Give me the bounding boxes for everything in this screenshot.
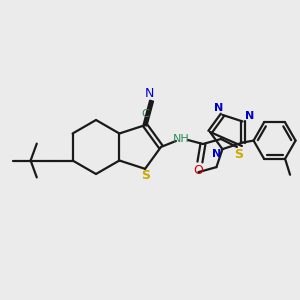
- Text: O: O: [193, 164, 203, 176]
- Text: NH: NH: [172, 134, 189, 144]
- Text: S: S: [234, 148, 243, 161]
- Text: N: N: [214, 103, 223, 113]
- Text: N: N: [245, 111, 254, 122]
- Text: N: N: [212, 149, 221, 159]
- Text: C: C: [141, 109, 149, 119]
- Text: N: N: [145, 86, 154, 100]
- Text: S: S: [142, 169, 151, 182]
